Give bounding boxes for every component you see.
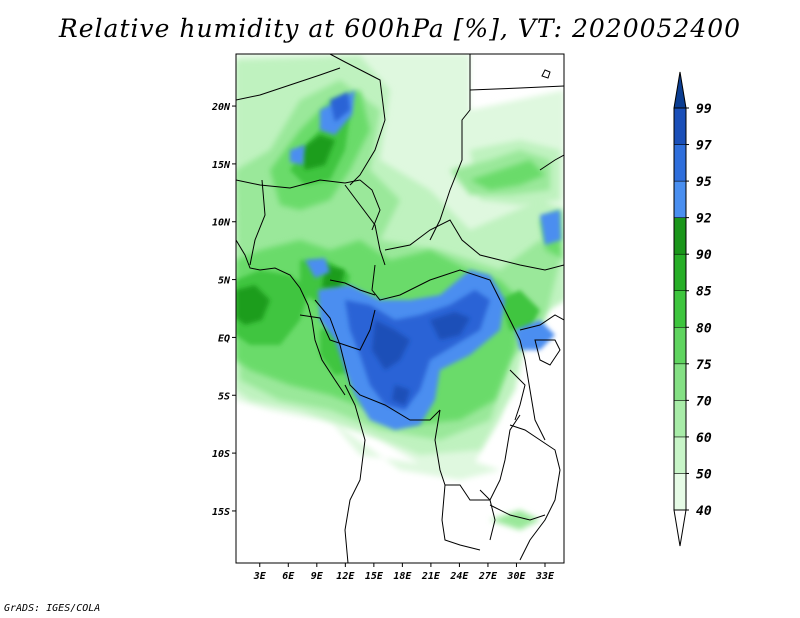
lon-tick-label: 27E: [478, 571, 498, 582]
lon-tick-label: 3E: [253, 571, 267, 582]
lon-tick-label: 24E: [449, 571, 469, 582]
colorbar-label: 95: [696, 175, 712, 190]
lat-tick-label: 15N: [212, 160, 231, 171]
colorbar-segment: [673, 180, 687, 218]
longitude-axis: 3E 6E 9E 12E 15E 18E 21E 24E 27E 30E 33E: [253, 563, 555, 582]
lat-tick-label: 5N: [218, 276, 231, 287]
colorbar-segment: [673, 400, 687, 438]
lat-tick-label: 15S: [212, 507, 230, 518]
colorbar-segment: [673, 290, 687, 328]
colorbar: 40 50 60 70 75 80 85 90 92 95 97 99: [673, 71, 712, 547]
lat-tick-label: 5S: [218, 391, 230, 402]
latitude-axis: 20N 15N 10N 5N EQ 5S 10S 15S: [211, 102, 236, 518]
colorbar-upper-extend: [673, 71, 687, 109]
colorbar-label: 70: [696, 394, 712, 409]
colorbar-segment: [673, 107, 687, 145]
map-frame: [235, 53, 565, 564]
colorbar-label: 75: [696, 358, 712, 373]
colorbar-label: 40: [696, 504, 712, 519]
colorbar-segment: [673, 144, 687, 182]
colorbar-outline: [673, 107, 687, 511]
colorbar-label: 92: [696, 212, 712, 227]
humidity-field: [236, 54, 564, 563]
lon-tick-label: 21E: [421, 571, 441, 582]
colorbar-label: 60: [696, 431, 712, 446]
colorbar-segment: [673, 327, 687, 365]
lat-tick-label: 20N: [211, 102, 231, 113]
colorbar-segment: [673, 217, 687, 255]
lat-tick-label: 10N: [212, 218, 231, 229]
colorbar-segment: [673, 363, 687, 401]
lon-tick-label: 12E: [336, 571, 355, 582]
colorbar-label: 85: [696, 285, 712, 300]
colorbar-label: 50: [696, 467, 712, 482]
lon-tick-label: 33E: [535, 571, 555, 582]
lat-tick-label: EQ: [218, 333, 230, 344]
colorbar-label: 99: [696, 102, 712, 117]
colorbar-segment: [673, 473, 687, 511]
colorbar-segment: [673, 253, 687, 291]
lon-tick-label: 6E: [282, 571, 295, 582]
colorbar-lower-extend: [673, 509, 687, 547]
lon-tick-label: 15E: [365, 571, 384, 582]
colorbar-label: 97: [696, 139, 712, 154]
lat-tick-label: 10S: [212, 449, 230, 460]
grads-credit: GrADS: IGES/COLA: [4, 603, 101, 614]
lon-tick-label: 9E: [311, 571, 324, 582]
lon-tick-label: 18E: [393, 571, 412, 582]
colorbar-label: 80: [696, 321, 712, 336]
map-title: Relative humidity at 600hPa [%], VT: 202…: [58, 14, 742, 43]
lon-tick-label: 30E: [506, 571, 526, 582]
colorbar-segment: [673, 436, 687, 474]
colorbar-label: 90: [696, 248, 712, 263]
